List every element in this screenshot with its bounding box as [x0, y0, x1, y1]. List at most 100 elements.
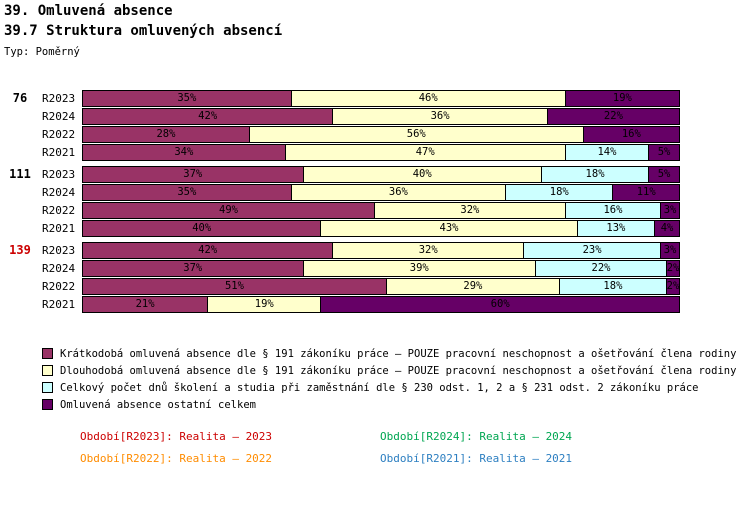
bar-segment: 16%: [565, 202, 662, 218]
legend-item: Dlouhodobá omluvená absence dle § 191 zá…: [42, 362, 736, 379]
bar-segment: 2%: [667, 260, 679, 276]
row-period-label: R2022: [42, 127, 76, 141]
legend-swatch: [42, 399, 53, 410]
segment-value: 37%: [183, 262, 203, 274]
segment-value: 35%: [177, 186, 197, 198]
segment-value: 11%: [636, 186, 656, 198]
legend-label: Omluvená absence ostatní celkem: [60, 398, 256, 411]
legend-swatch: [42, 348, 53, 359]
segment-value: 2%: [667, 262, 679, 274]
legend-item: Celkový počet dnů školení a studia při z…: [42, 379, 736, 396]
bar-segment: 32%: [333, 242, 525, 258]
bar-segment: 22%: [547, 108, 679, 124]
segment-value: 46%: [418, 92, 438, 104]
stacked-bar: 21% 19% 60%: [82, 295, 680, 313]
period-entry: Období[R2022]: Realita – 2022: [80, 452, 273, 465]
legend-label: Celkový počet dnů školení a studia při z…: [60, 381, 699, 394]
stacked-bar: 42% 36% 22%: [82, 107, 680, 125]
segment-value: 35%: [177, 92, 197, 104]
bar-segment: 34%: [83, 144, 286, 160]
bar-row: R2021 40% 43% 13% 4%: [0, 219, 750, 237]
segment-value: 5%: [657, 146, 671, 158]
bar-segment: 5%: [649, 144, 679, 160]
stacked-bar-chart: 76 R2023 35% 46% 19% R2024 42% 36% 22% R2022 28% 56…: [0, 89, 750, 318]
row-period-label: R2022: [42, 203, 76, 217]
segment-value: 4%: [660, 222, 674, 234]
bar-row: R2024 42% 36% 22%: [0, 107, 750, 125]
bar-row: R2021 34% 47% 14% 5%: [0, 143, 750, 161]
segment-value: 13%: [606, 222, 626, 234]
segment-value: 22%: [591, 262, 611, 274]
segment-value: 56%: [406, 128, 426, 140]
bar-segment: 40%: [83, 220, 322, 236]
bar-segment: 3%: [661, 202, 679, 218]
segment-value: 18%: [603, 280, 623, 292]
bar-segment: 18%: [559, 278, 668, 294]
bar-row: 111 R2023 37% 40% 18% 5%: [0, 165, 750, 183]
bar-segment: 42%: [83, 242, 334, 258]
segment-value: 37%: [183, 168, 203, 180]
stacked-bar: 49% 32% 16% 3%: [82, 201, 680, 219]
bar-segment: 42%: [83, 108, 334, 124]
stacked-bar: 37% 40% 18% 5%: [82, 165, 680, 183]
row-period-label: R2023: [42, 91, 76, 105]
segment-value: 21%: [135, 298, 155, 310]
bar-row: 76 R2023 35% 46% 19%: [0, 89, 750, 107]
group-label: 76: [12, 91, 28, 105]
bar-row: R2022 51% 29% 18% 2%: [0, 277, 750, 295]
bar-row: R2022 49% 32% 16% 3%: [0, 201, 750, 219]
bar-segment: 35%: [83, 90, 292, 106]
segment-value: 51%: [224, 280, 244, 292]
legend-item: Krátkodobá omluvená absence dle § 191 zá…: [42, 345, 736, 362]
bar-row: R2024 35% 36% 18% 11%: [0, 183, 750, 201]
segment-value: 19%: [612, 92, 632, 104]
segment-value: 32%: [418, 244, 438, 256]
segment-value: 2%: [667, 280, 679, 292]
legend-swatch: [42, 365, 53, 376]
bar-segment: 60%: [321, 296, 679, 312]
segment-value: 18%: [549, 186, 569, 198]
bar-segment: 19%: [208, 296, 322, 312]
bar-segment: 37%: [83, 166, 304, 182]
stacked-bar: 40% 43% 13% 4%: [82, 219, 680, 237]
row-period-label: R2022: [42, 279, 76, 293]
bar-group: 111 R2023 37% 40% 18% 5% R2024 35% 36% 18% 11% R202…: [0, 165, 750, 237]
bar-segment: 28%: [83, 126, 250, 142]
bar-segment: 51%: [83, 278, 387, 294]
bar-segment: 21%: [83, 296, 209, 312]
bar-segment: 2%: [667, 278, 679, 294]
page-title: 39. Omluvená absence: [4, 3, 173, 19]
segment-value: 43%: [439, 222, 459, 234]
bar-segment: 5%: [649, 166, 679, 182]
bar-segment: 4%: [655, 220, 679, 236]
bar-row: R2024 37% 39% 22% 2%: [0, 259, 750, 277]
bar-row: R2022 28% 56% 16%: [0, 125, 750, 143]
segment-value: 60%: [490, 298, 510, 310]
bar-segment: 40%: [303, 166, 542, 182]
type-label: Typ: Poměrný: [4, 46, 80, 58]
segment-value: 19%: [254, 298, 274, 310]
segment-value: 3%: [663, 244, 677, 256]
bar-segment: 56%: [249, 126, 584, 142]
segment-value: 3%: [663, 204, 677, 216]
segment-value: 36%: [430, 110, 450, 122]
bar-segment: 35%: [83, 184, 292, 200]
segment-value: 49%: [219, 204, 238, 216]
segment-value: 32%: [460, 204, 480, 216]
segment-value: 42%: [198, 110, 218, 122]
segment-value: 36%: [388, 186, 408, 198]
bar-row: R2021 21% 19% 60%: [0, 295, 750, 313]
stacked-bar: 51% 29% 18% 2%: [82, 277, 680, 295]
bar-segment: 18%: [541, 166, 650, 182]
bar-group: 76 R2023 35% 46% 19% R2024 42% 36% 22% R2022 28% 56…: [0, 89, 750, 161]
segment-value: 18%: [585, 168, 605, 180]
segment-value: 42%: [198, 244, 218, 256]
stacked-bar: 35% 36% 18% 11%: [82, 183, 680, 201]
legend-swatch: [42, 382, 53, 393]
segment-value: 39%: [409, 262, 429, 274]
segment-value: 28%: [156, 128, 176, 140]
bar-segment: 18%: [506, 184, 614, 200]
period-definitions: Období[R2023]: Realita – 2023 Období[R202…: [80, 430, 572, 465]
chart-legend: Krátkodobá omluvená absence dle § 191 zá…: [42, 345, 736, 413]
segment-value: 16%: [603, 204, 623, 216]
